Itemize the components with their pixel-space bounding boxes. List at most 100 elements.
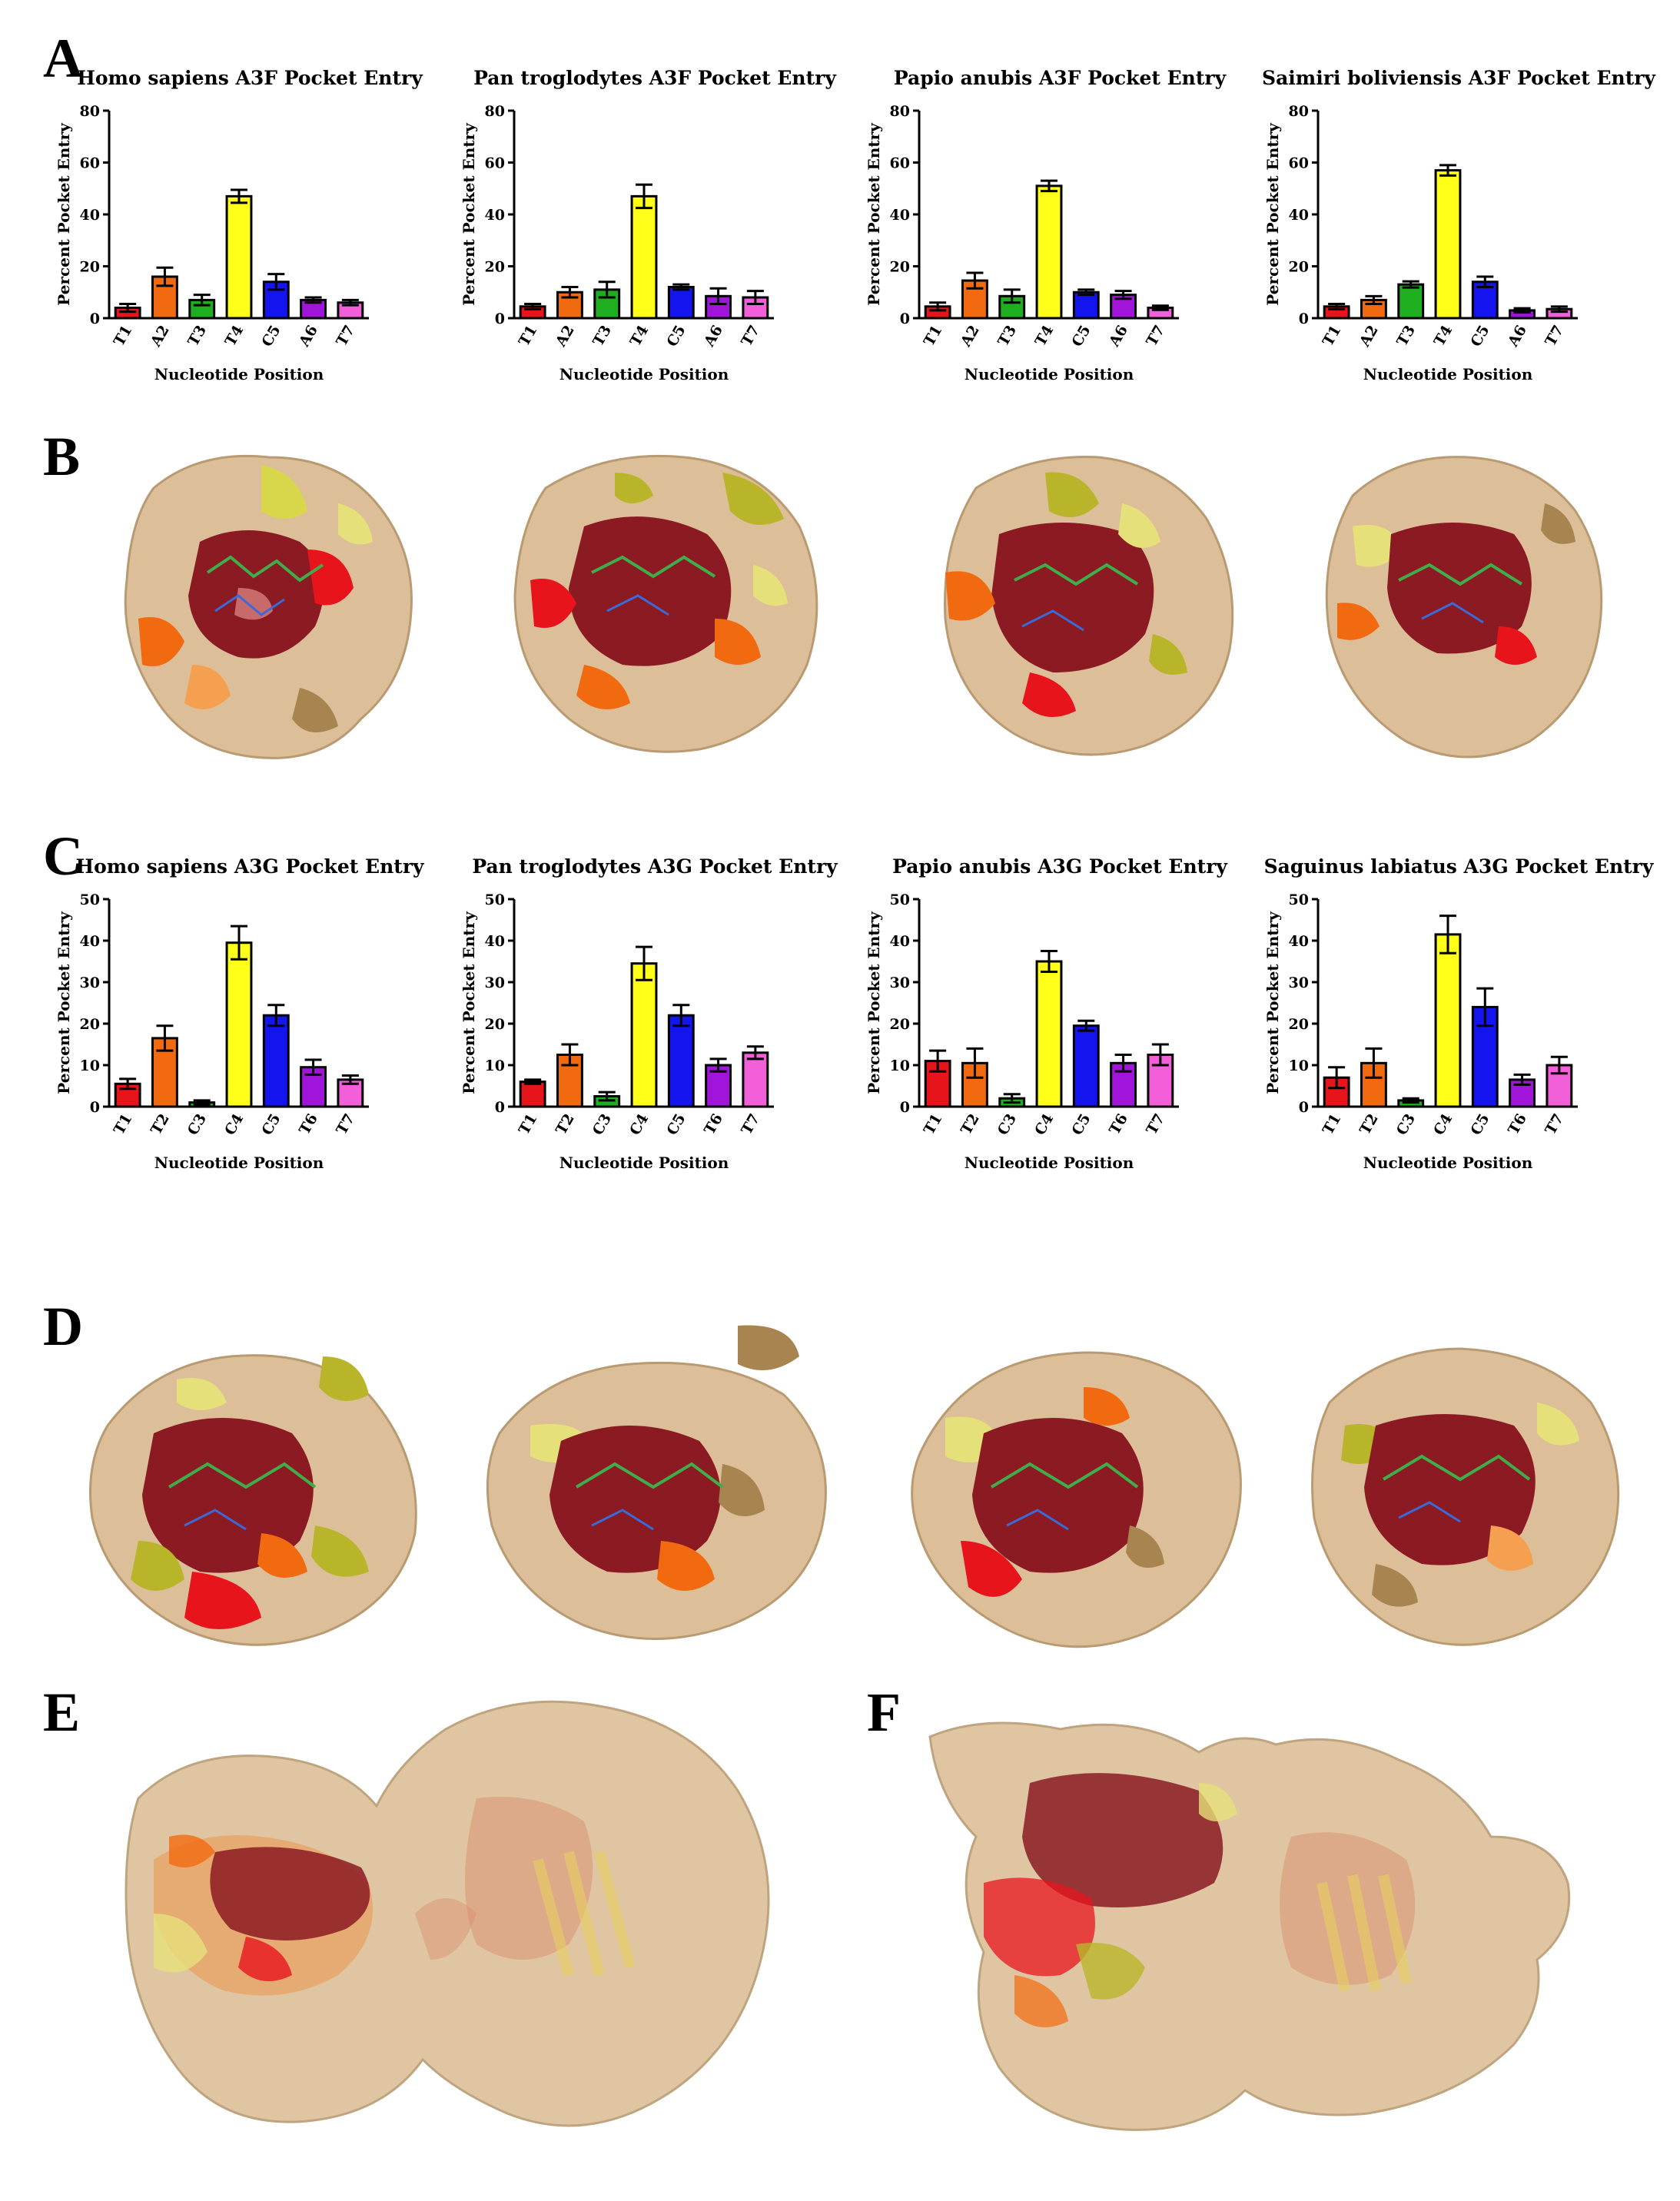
error-bar-a2 [561,286,579,299]
x-axis-label: Nucleotide Position [965,1154,1134,1172]
y-axis-label: Percent Pocket Entry [865,122,883,306]
error-bar-t7 [1151,304,1169,311]
error-bar-t7 [1151,1043,1169,1067]
bar-t2 [556,1054,583,1108]
x-axis-label: Nucleotide Position [154,365,324,383]
y-tick-label: 80 [80,103,100,120]
bar-c5 [1072,290,1100,320]
bar-t4 [630,194,658,320]
error-bar-c5 [1476,987,1494,1027]
y-tick-label: 0 [90,1099,100,1116]
y-tick-label: 0 [900,310,910,327]
x-axis-label: Nucleotide Position [559,1154,729,1172]
x-category-label: T6 [701,1111,726,1138]
error-bar-t6 [709,1057,727,1073]
error-bar-c5 [267,273,285,291]
y-tick-label: 60 [1289,155,1309,172]
y-tick-label: 20 [80,1016,100,1033]
x-category-label: T1 [516,1111,541,1138]
error-bar-c3 [1003,1093,1021,1104]
y-tick-label: 40 [1289,933,1309,950]
protein-complex-surface-f [928,1721,1571,2131]
x-axis-label: Nucleotide Position [1363,1154,1533,1172]
error-bar-t4 [231,188,247,204]
error-bar-t2 [1365,1047,1383,1079]
error-bar-a2 [156,266,174,287]
error-bar-t3 [598,281,616,299]
error-bar-c4 [1041,950,1057,973]
error-bar-t7 [746,290,764,305]
y-tick-label: 80 [890,103,910,120]
error-bar-t7 [341,1074,359,1085]
error-bar-c3 [598,1091,616,1102]
x-category-label: C4 [1031,1111,1057,1139]
x-category-label: T6 [296,1111,321,1138]
protein-surface-b2 [513,454,818,753]
error-bar-t1 [1328,302,1346,310]
error-bar-t3 [193,294,211,307]
x-category-label: C5 [1068,323,1094,350]
bar-t7 [1546,1064,1573,1108]
x-axis-label: Nucleotide Position [965,365,1134,383]
chart-title: Pan troglodytes A3F Pocket Entry [473,67,837,89]
bar-t7 [1147,1054,1174,1108]
y-tick-label: 20 [80,259,100,276]
chart-pa-a3f: Papio anubis A3F Pocket Entry Percent Poc… [865,67,1227,383]
error-bar-a6 [1513,307,1531,314]
y-tick-label: 0 [495,310,505,327]
chart-title: Saguinus labiatus A3G Pocket Entry [1264,855,1655,878]
chart-title: Homo sapiens A3G Pocket Entry [75,855,425,878]
y-tick-label: 50 [80,891,100,908]
y-tick-label: 10 [80,1057,100,1074]
y-tick-label: 20 [890,259,910,276]
x-category-label: T2 [148,1111,173,1138]
error-bar-t2 [561,1043,579,1067]
x-category-label: C4 [221,1111,247,1139]
chart-sl-a3g: Saguinus labiatus A3G Pocket Entry Percen… [1263,855,1655,1172]
bar-c4 [225,941,253,1108]
error-bar-c4 [231,925,247,961]
error-bar-t1 [929,301,947,312]
error-bar-c3 [1402,1097,1419,1104]
x-category-label: C5 [1068,1111,1094,1139]
y-tick-label: 40 [80,207,100,224]
y-axis-label: Percent Pocket Entry [55,122,73,306]
x-category-label: C5 [663,1111,689,1139]
x-category-label: C5 [1467,1111,1492,1139]
y-tick-label: 60 [890,155,910,172]
chart-pt-a3g: Pan troglodytes A3G Pocket Entry Percent … [460,855,838,1172]
x-category-label: A6 [295,323,321,350]
x-category-label: T2 [958,1111,983,1138]
error-bar-c3 [193,1099,211,1106]
x-category-label: T1 [921,323,946,350]
error-bar-a6 [304,296,322,304]
x-category-label: T7 [738,323,763,350]
y-axis-label: Percent Pocket Entry [1263,122,1282,306]
x-category-label: T6 [1505,1111,1530,1138]
error-bar-a6 [709,287,727,305]
error-bar-t7 [1550,1055,1568,1075]
y-tick-label: 0 [1299,310,1309,327]
x-category-label: T7 [1143,323,1168,350]
chart-hs-a3f: Homo sapiens A3F Pocket Entry Percent Poc… [55,67,423,383]
error-bar-t2 [156,1024,174,1052]
y-tick-label: 10 [1289,1057,1309,1074]
x-category-label: A6 [1105,323,1131,350]
bar-t4 [1035,184,1063,320]
y-tick-label: 0 [495,1099,505,1116]
protein-surface-d4 [1311,1347,1620,1646]
panel-label-e: E [43,1681,81,1743]
x-category-label: T4 [627,323,652,350]
x-category-label: T7 [1542,323,1567,350]
y-axis-label: Percent Pocket Entry [1263,911,1282,1094]
error-bar-c5 [672,283,690,291]
y-tick-label: 30 [890,974,910,991]
x-category-label: T6 [1106,1111,1131,1138]
y-tick-label: 60 [485,155,505,172]
bar-c4 [630,962,658,1108]
panel-label-f: F [867,1681,901,1743]
x-category-label: A6 [1504,323,1530,350]
x-category-label: C4 [1430,1111,1456,1139]
x-category-label: T1 [111,323,136,350]
x-category-label: T4 [222,323,247,350]
